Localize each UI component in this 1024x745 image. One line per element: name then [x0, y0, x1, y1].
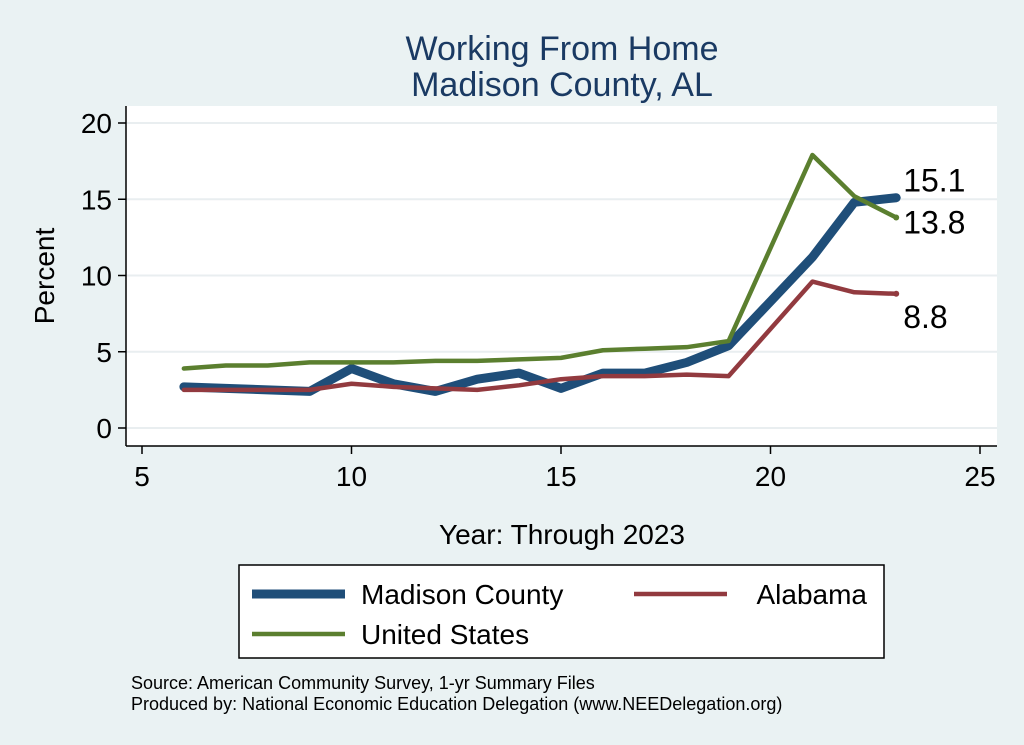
y-tick-label-20: 20: [81, 108, 112, 139]
legend-box: [238, 564, 885, 659]
end-label-united-states: 13.8: [903, 205, 965, 241]
end-label-alabama: 8.8: [903, 299, 947, 335]
gridlines: [126, 122, 997, 429]
y-tick-label-5: 5: [96, 337, 112, 368]
x-tick-label-10: 10: [336, 461, 367, 492]
series-end-point-alabama: [893, 290, 900, 297]
series-end-point-madison-county: [893, 194, 900, 201]
legend: Madison County Alabama United States: [252, 579, 867, 650]
chart-title-line-1: Working From Home: [406, 30, 719, 68]
x-tick-label-5: 5: [134, 461, 150, 492]
produced-by-note: Produced by: National Economic Education…: [131, 694, 782, 714]
series-line-united-states: [181, 152, 899, 371]
legend-label-madison-county: Madison County: [361, 579, 563, 610]
legend-label-alabama: Alabama: [756, 579, 867, 610]
x-axis-title: Year: Through 2023: [439, 519, 685, 550]
x-tick-label-25: 25: [964, 461, 995, 492]
y-tick-label-15: 15: [81, 184, 112, 215]
x-tick-label-15: 15: [545, 461, 576, 492]
end-labels: 15.1 8.8 13.8: [903, 163, 965, 335]
series-line-alabama: [181, 279, 899, 393]
chart-title-line-2: Madison County, AL: [411, 66, 713, 104]
source-note: Source: American Community Survey, 1-yr …: [131, 673, 595, 693]
y-tick-label-0: 0: [96, 413, 112, 444]
x-tick-label-20: 20: [755, 461, 786, 492]
legend-label-united-states: United States: [361, 619, 529, 650]
y-axis-title: Percent: [29, 228, 60, 325]
series-layer: [179, 152, 901, 396]
end-label-madison-county: 15.1: [903, 163, 965, 199]
y-tick-label-10: 10: [81, 261, 112, 292]
series-end-point-united-states: [893, 214, 900, 221]
